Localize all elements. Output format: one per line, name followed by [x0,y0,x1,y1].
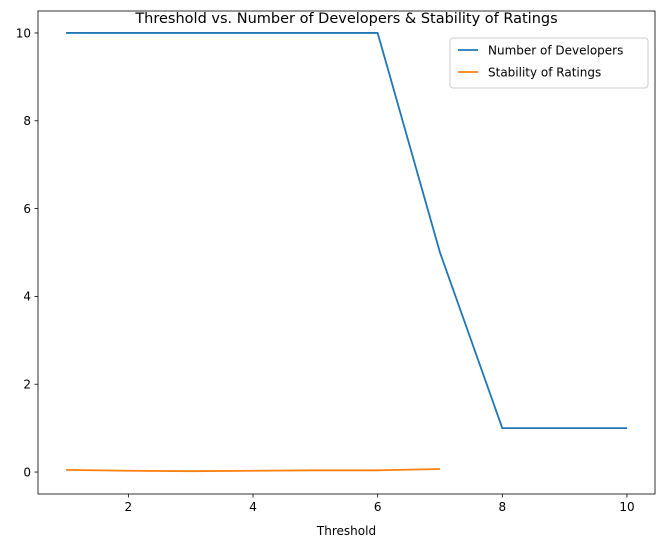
x-axis-ticks: 2 4 6 8 10 [125,494,635,514]
legend-box [449,37,649,89]
series-line-stability-of-ratings [66,468,440,473]
y-axis-ticks: 0 2 4 6 8 10 [16,26,38,479]
x-axis-label: Threshold [316,524,376,538]
x-tick-label: 8 [498,500,506,514]
axes-frame [37,10,656,495]
y-tick-label: 0 [23,465,31,479]
chart-title: Threshold vs. Number of Developers & Sta… [134,11,557,27]
y-tick-label: 2 [23,378,31,392]
series-layer [66,32,627,473]
y-tick-label: 10 [16,26,31,40]
legend-label-number-of-developers: Number of Developers [488,44,623,58]
x-tick-label: 10 [619,500,634,514]
plot-area: 2 4 6 8 10 0 2 4 6 8 10 [16,10,656,514]
y-tick-label: 8 [23,114,31,128]
x-tick-label: 2 [125,500,133,514]
y-tick-label: 4 [23,290,31,304]
x-tick-label: 6 [374,500,382,514]
legend-label-stability-of-ratings: Stability of Ratings [488,66,601,80]
series-line-number-of-developers [66,32,627,430]
y-tick-label: 6 [23,202,31,216]
x-tick-label: 4 [249,500,257,514]
legend: Number of Developers Stability of Rating… [449,37,649,89]
